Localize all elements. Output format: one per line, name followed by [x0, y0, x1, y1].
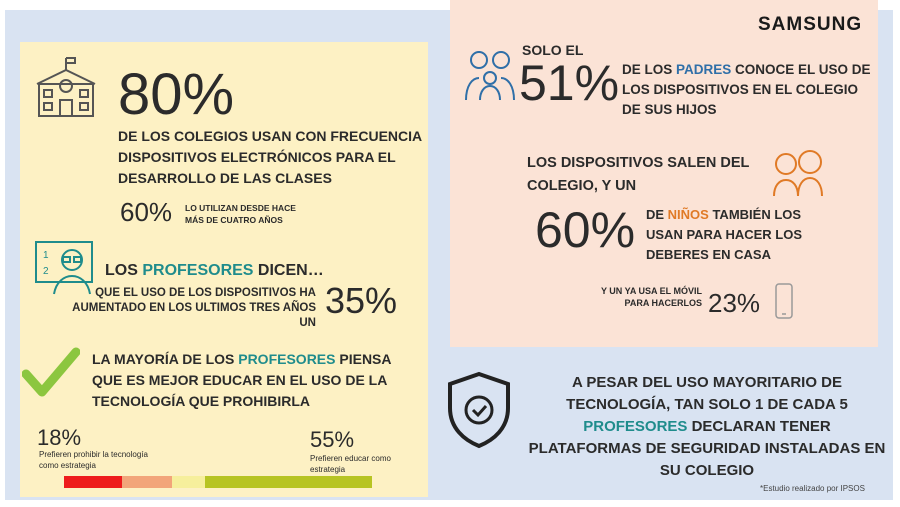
- svg-text:2: 2: [43, 266, 49, 277]
- stat-text: Prefieren prohibir la tecnología como es…: [39, 450, 148, 470]
- stat-text: Y UN YA USA EL MÓVIL PARA HACERLOS: [600, 286, 702, 308]
- left-panel: [20, 42, 428, 497]
- stat-text: QUE EL USO DE LOS DISPOSITIVOS HA AUMENT…: [72, 287, 316, 329]
- svg-text:1: 1: [43, 250, 49, 261]
- highlight: PROFESORES: [583, 418, 688, 435]
- stat-text: Prefieren educar como estrategia: [310, 454, 391, 474]
- highlight: PROFESORES: [142, 262, 254, 279]
- paragraph: DE LOS PADRES CONOCE EL USO DE LOS DISPO…: [622, 60, 874, 120]
- parents-icon: [465, 51, 515, 101]
- text: LA MAYORÍA DE LOS: [92, 351, 239, 367]
- text: DE LOS: [622, 62, 677, 77]
- section-title: LOS PROFESORES DICEN…: [105, 262, 324, 280]
- text: TAMBIÉN LOS USAN PARA HACER LOS DEBERES …: [646, 207, 803, 262]
- highlight: PROFESORES: [238, 351, 336, 367]
- scale-segment: [122, 476, 172, 488]
- stat: 51%: [519, 55, 620, 111]
- stat: 23%: [708, 288, 761, 318]
- text: PIENSA QUE ES MEJOR EDUCAR EN EL USO DE …: [92, 351, 391, 409]
- stat: 55%: [310, 427, 355, 452]
- highlight: PADRES: [676, 62, 732, 77]
- paragraph: A PESAR DEL USO MAYORITARIO DE TECNOLOGÍ…: [528, 372, 886, 482]
- footnote: *Estudio realizado por IPSOS: [760, 484, 865, 493]
- shield-icon: [448, 371, 510, 449]
- text: DECLARAN TENER PLATAFORMAS DE SEGURIDAD …: [528, 418, 886, 479]
- text: DE: [646, 207, 668, 222]
- text: A PESAR DEL USO MAYORITARIO DE TECNOLOGÍ…: [566, 374, 848, 413]
- stat-text: DE LOS COLEGIOS USAN CON FRECUENCIA DISP…: [118, 128, 422, 186]
- stat: 80%: [118, 62, 235, 127]
- highlight: NIÑOS: [667, 207, 709, 222]
- paragraph: LA MAYORÍA DE LOS PROFESORES PIENSA QUE …: [92, 349, 402, 412]
- text: DICEN…: [253, 262, 324, 279]
- scale-segment: [64, 476, 122, 488]
- scale-segment: [205, 476, 372, 488]
- check-icon: [22, 347, 80, 397]
- stat: 35%: [325, 280, 398, 321]
- scale-segment: [172, 476, 205, 488]
- lead-text: SOLO EL: [522, 42, 584, 58]
- phone-icon: [775, 283, 793, 319]
- stat: 60%: [535, 202, 636, 258]
- school-icon: [36, 57, 96, 117]
- stat-text: LO UTILIZAN DESDE HACE MÁS DE CUATRO AÑO…: [185, 203, 296, 225]
- paragraph: DE NIÑOS TAMBIÉN LOS USAN PARA HACER LOS…: [646, 205, 806, 265]
- children-icon: [773, 150, 823, 197]
- lead-text: LOS DISPOSITIVOS SALEN DEL COLEGIO, Y UN: [527, 155, 750, 194]
- brand-logo: SAMSUNG: [758, 14, 863, 35]
- stat: 60%: [120, 197, 173, 227]
- stat: 18%: [37, 425, 82, 450]
- teacher-icon: 1 2: [35, 241, 93, 295]
- text: LOS: [105, 262, 143, 279]
- text: CONOCE EL USO DE LOS DISPOSITIVOS EN EL …: [622, 62, 871, 117]
